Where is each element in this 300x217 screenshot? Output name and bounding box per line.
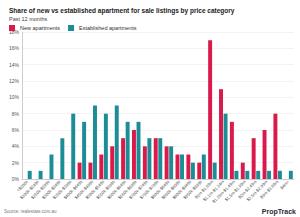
svg-text:$700k-$749k: $700k-$749k: [127, 179, 149, 201]
svg-text:PropTrack: PropTrack: [262, 208, 296, 216]
svg-text:$550k-$599k: $550k-$599k: [95, 179, 117, 201]
svg-text:Established apartments: Established apartments: [79, 25, 137, 31]
svg-text:Share of new vs established ap: Share of new vs established apartment fo…: [9, 7, 235, 15]
svg-text:4%: 4%: [12, 143, 20, 149]
svg-text:$750k-$799k: $750k-$799k: [138, 179, 160, 201]
svg-text:$200k-$249k: $200k-$249k: [19, 179, 41, 201]
svg-text:$650k-$699k: $650k-$699k: [117, 179, 138, 201]
svg-text:$2.5m-$2.99m: $2.5m-$2.99m: [245, 179, 269, 203]
svg-text:18%: 18%: [9, 29, 19, 35]
svg-text:$800k-$849k: $800k-$849k: [149, 179, 171, 201]
svg-text:$3m-$3.99m: $3m-$3.99m: [259, 179, 280, 200]
svg-text:8%: 8%: [12, 111, 20, 117]
svg-text:$250k-$299k: $250k-$299k: [29, 179, 51, 201]
svg-text:10%: 10%: [9, 94, 20, 100]
svg-text:$4m+: $4m+: [279, 179, 291, 191]
svg-text:$1m-$1.09m: $1m-$1.09m: [193, 179, 215, 200]
svg-text:6%: 6%: [12, 127, 20, 133]
svg-text:$450k-$499k: $450k-$499k: [73, 179, 95, 201]
svg-text:$400k-$449k: $400k-$449k: [62, 179, 84, 201]
svg-text:Source: realestate.com.au: Source: realestate.com.au: [4, 209, 57, 214]
svg-text:$1.5m-$1.99m: $1.5m-$1.99m: [223, 179, 247, 203]
svg-text:New apartments: New apartments: [20, 25, 60, 31]
svg-text:Past 12 months: Past 12 months: [9, 16, 47, 22]
svg-text:$1.1m-$1.24m: $1.1m-$1.24m: [202, 179, 225, 203]
svg-text:$950k-$999k: $950k-$999k: [182, 179, 204, 201]
svg-text:<$200k: <$200k: [15, 179, 30, 193]
svg-text:$900k-$949k: $900k-$949k: [171, 179, 193, 201]
svg-text:$850k-$899k: $850k-$899k: [160, 179, 182, 201]
svg-text:12%: 12%: [9, 78, 20, 84]
svg-text:$500k-$549k: $500k-$549k: [84, 179, 106, 201]
svg-text:$1.25m-$1.49m: $1.25m-$1.49m: [211, 179, 236, 204]
svg-text:$300k-$349k: $300k-$349k: [40, 179, 62, 201]
svg-text:$350k-$399k: $350k-$399k: [51, 179, 73, 201]
svg-text:16%: 16%: [9, 45, 20, 51]
svg-text:14%: 14%: [9, 62, 20, 68]
svg-text:$600k-$649k: $600k-$649k: [106, 179, 128, 201]
svg-text:$2m-$2.49m: $2m-$2.49m: [237, 179, 258, 200]
svg-text:0%: 0%: [12, 176, 20, 182]
svg-text:2%: 2%: [12, 160, 20, 166]
